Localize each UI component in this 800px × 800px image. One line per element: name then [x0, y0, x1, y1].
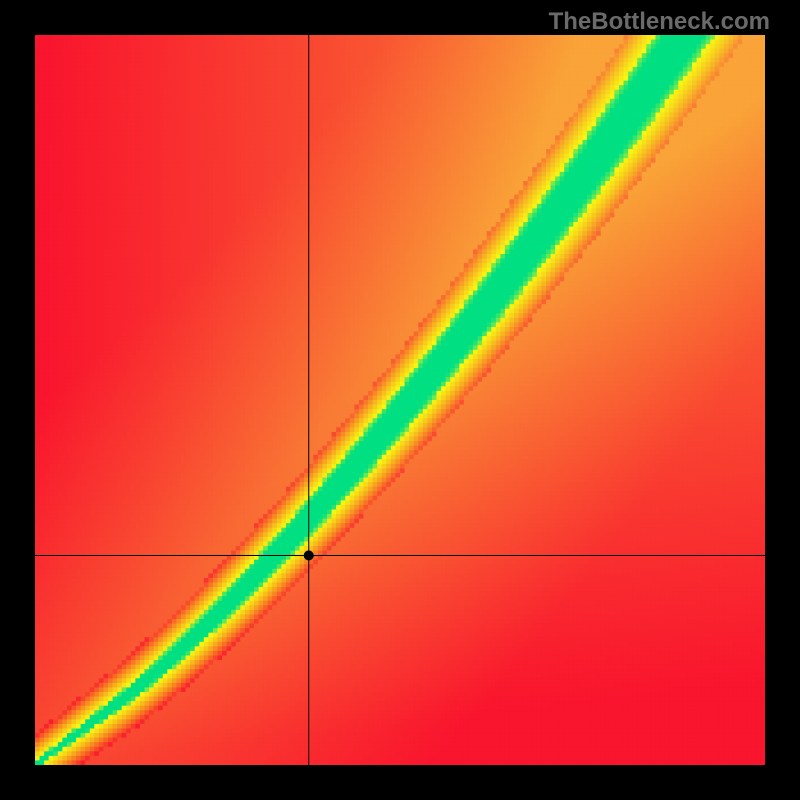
bottleneck-heatmap: [35, 35, 765, 765]
chart-container: TheBottleneck.com: [0, 0, 800, 800]
attribution-watermark: TheBottleneck.com: [549, 8, 770, 36]
